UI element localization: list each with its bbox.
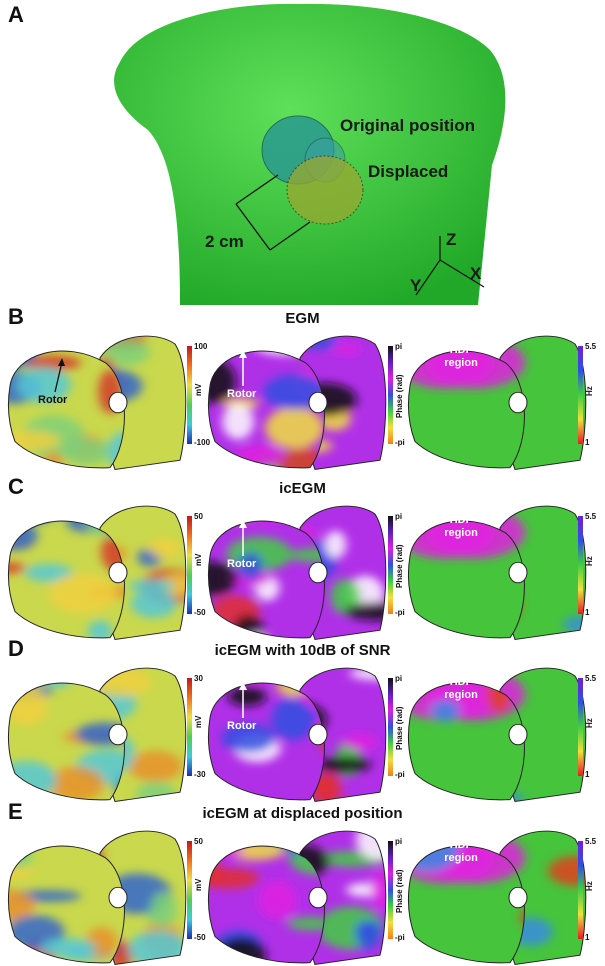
annotation: HDF region <box>438 514 484 540</box>
heart-map <box>0 330 201 475</box>
colorbar-min: 1 <box>585 933 589 942</box>
colorbar-min: 1 <box>585 608 589 617</box>
colorbar <box>187 346 192 444</box>
map-row <box>0 825 605 966</box>
colorbar-min: -30 <box>194 770 206 779</box>
colorbar <box>187 841 192 939</box>
annotation: Rotor <box>227 388 256 400</box>
colorbar-unit: mV <box>194 716 203 728</box>
map-row <box>0 330 605 475</box>
heart-map <box>0 662 197 807</box>
colorbar <box>578 516 583 614</box>
colorbar-unit: Phase (rad) <box>395 706 404 750</box>
annotation: Original position <box>340 116 475 136</box>
axis-label: X <box>470 264 481 284</box>
annotation: Rotor <box>227 720 256 732</box>
annotation: Displaced <box>368 162 448 182</box>
colorbar-max: pi <box>395 342 402 351</box>
colorbar-unit: Phase (rad) <box>395 374 404 418</box>
heart-map <box>180 500 412 645</box>
colorbar <box>388 516 393 614</box>
annotation: 2 cm <box>205 232 244 252</box>
colorbar <box>578 678 583 776</box>
colorbar-min: -50 <box>194 933 206 942</box>
map-row <box>0 662 605 807</box>
colorbar-max: 5.5 <box>585 674 596 683</box>
figure: AOriginal positionDisplaced2 cmZXYBEGM10… <box>0 0 605 966</box>
colorbar <box>388 841 393 939</box>
annotation: HDF region <box>438 344 484 370</box>
row-title: icEGM at displaced position <box>0 805 605 822</box>
colorbar-max: 100 <box>194 342 207 351</box>
heart-map <box>0 500 200 645</box>
colorbar <box>578 346 583 444</box>
annotation: Rotor <box>38 394 67 406</box>
colorbar-min: -pi <box>395 933 405 942</box>
colorbar-min: 1 <box>585 770 589 779</box>
colorbar-unit: Hz <box>585 881 594 891</box>
displaced-heart <box>287 156 363 224</box>
colorbar-max: 50 <box>194 512 203 521</box>
row-title: icEGM with 10dB of SNR <box>0 642 605 659</box>
row-title: icEGM <box>0 480 605 497</box>
colorbar <box>187 678 192 776</box>
heart-map <box>395 825 603 966</box>
colorbar-max: 30 <box>194 674 203 683</box>
colorbar-unit: Hz <box>585 718 594 728</box>
axis-label: Z <box>446 230 456 250</box>
colorbar-max: 5.5 <box>585 512 596 521</box>
panel-label: A <box>8 2 24 28</box>
heart-map <box>395 500 595 645</box>
colorbar-min: -50 <box>194 608 206 617</box>
colorbar-max: 5.5 <box>585 342 596 351</box>
map-row <box>0 500 605 645</box>
annotation: Rotor <box>227 558 256 570</box>
colorbar-min: -pi <box>395 608 405 617</box>
colorbar-max: 50 <box>194 837 203 846</box>
colorbar-max: pi <box>395 674 402 683</box>
annotation: HDF region <box>438 676 484 702</box>
colorbar-max: 5.5 <box>585 837 596 846</box>
heart-map <box>395 662 595 807</box>
panel-a-drawing <box>0 0 605 305</box>
colorbar-max: pi <box>395 837 402 846</box>
annotation: HDF region <box>438 839 484 865</box>
heart-map <box>395 330 595 475</box>
colorbar-min: -pi <box>395 770 405 779</box>
row-title: EGM <box>0 310 605 327</box>
colorbar-unit: Phase (rad) <box>395 869 404 913</box>
heart-map <box>185 662 411 807</box>
colorbar-unit: Phase (rad) <box>395 544 404 588</box>
colorbar <box>578 841 583 939</box>
colorbar-min: 1 <box>585 438 589 447</box>
heart-map <box>193 330 395 475</box>
colorbar-unit: mV <box>194 879 203 891</box>
heart-map <box>193 825 402 966</box>
colorbar-unit: Hz <box>585 556 594 566</box>
heart-map <box>0 825 217 966</box>
colorbar <box>388 346 393 444</box>
colorbar <box>187 516 192 614</box>
colorbar-min: -pi <box>395 438 405 447</box>
colorbar-max: pi <box>395 512 402 521</box>
colorbar-unit: mV <box>194 554 203 566</box>
colorbar-unit: Hz <box>585 386 594 396</box>
axis-label: Y <box>410 276 421 296</box>
colorbar-min: -100 <box>194 438 210 447</box>
colorbar-unit: mV <box>194 384 203 396</box>
colorbar <box>388 678 393 776</box>
